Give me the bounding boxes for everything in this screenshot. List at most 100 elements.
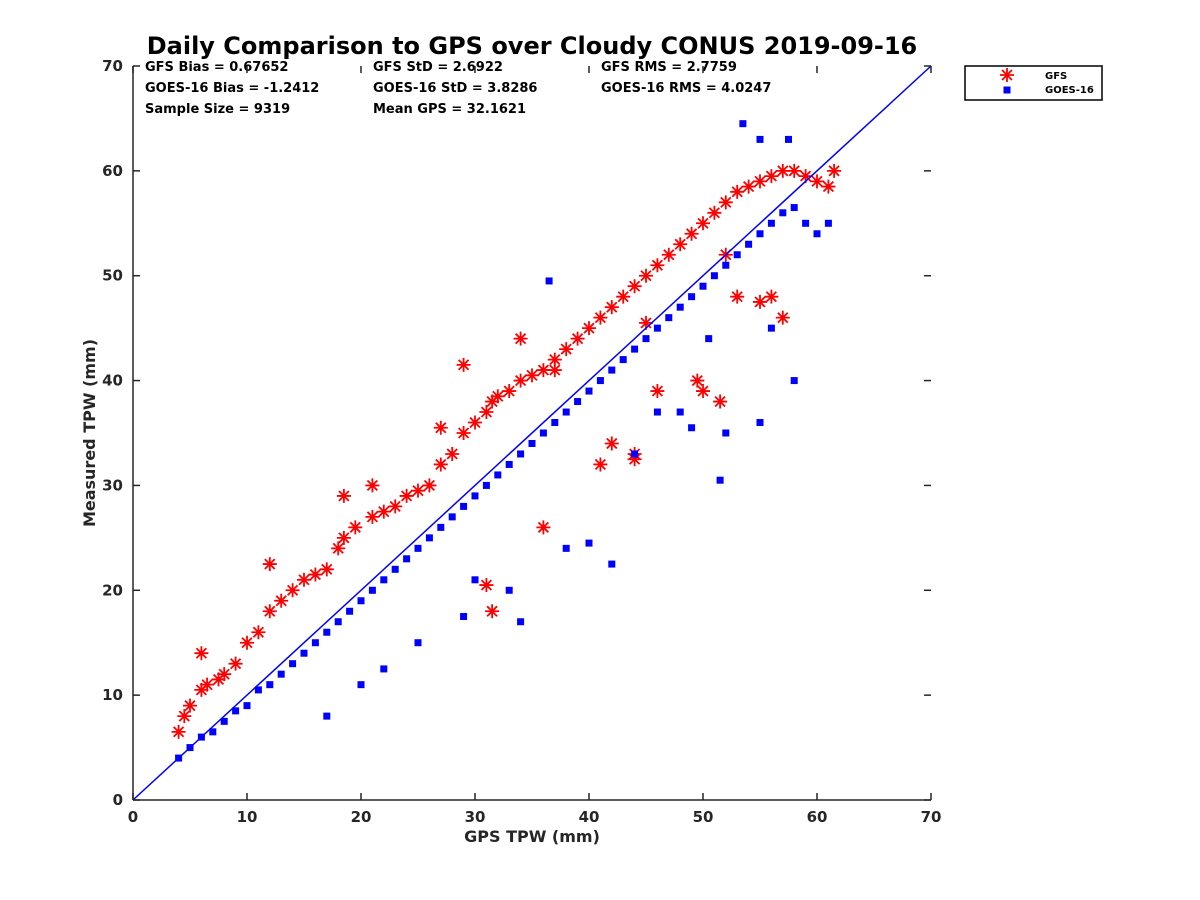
gfs-point (177, 709, 192, 724)
goes16-point (756, 419, 764, 427)
goes16-point (653, 408, 661, 416)
gfs-point (319, 562, 334, 577)
gfs-point (707, 205, 722, 220)
gfs-point (456, 426, 471, 440)
goes16-point (368, 586, 376, 594)
goes16-point (380, 576, 388, 584)
gfs-point (490, 389, 505, 404)
gfs-point (513, 331, 528, 346)
gfs-point (433, 420, 448, 435)
gfs-point (502, 384, 517, 399)
gfs-point (827, 163, 842, 178)
goes16-point (790, 204, 798, 212)
gfs-point (650, 258, 665, 273)
goes16-point (631, 345, 639, 353)
goes16-point (323, 628, 331, 636)
goes16-point (574, 398, 582, 406)
legend-goes16-marker (1003, 86, 1011, 94)
goes16-point (585, 539, 593, 547)
goes16-point (619, 356, 627, 364)
gfs-point (582, 321, 596, 336)
legend-gfs-marker (1000, 68, 1014, 82)
goes16-point (471, 576, 479, 584)
goes16-point (494, 471, 502, 479)
goes16-point (505, 586, 513, 594)
goes16-point (585, 387, 593, 395)
gfs-point (171, 724, 186, 739)
goes16-point (779, 209, 787, 217)
gfs-point (376, 504, 391, 519)
gfs-point (365, 478, 380, 493)
gfs-point (764, 169, 779, 184)
goes16-point (545, 277, 553, 285)
goes16-point (517, 618, 525, 626)
legend: GFS GOES-16 (964, 65, 1103, 101)
goes16-point (739, 120, 747, 128)
gfs-point (821, 179, 836, 194)
goes16-point (414, 544, 422, 552)
goes16-point (437, 523, 445, 531)
goes16-point (539, 429, 547, 437)
gfs-point (775, 163, 790, 178)
gfs-point (285, 583, 300, 598)
goes16-point (767, 219, 775, 227)
gfs-point (485, 394, 500, 409)
gfs-point (604, 436, 619, 451)
gfs-point (593, 457, 608, 472)
x-tick-label: 30 (465, 808, 486, 826)
gfs-point (730, 289, 745, 304)
gfs-point (297, 572, 311, 587)
gfs-point (696, 384, 710, 399)
goes16-point (688, 424, 696, 432)
goes16-point (232, 707, 240, 715)
goes16-point (642, 335, 650, 343)
x-tick-label: 70 (921, 808, 942, 826)
goes16-point (596, 377, 604, 385)
x-axis-label: GPS TPW (mm) (464, 827, 600, 846)
goes16-point (346, 607, 354, 615)
gfs-point (741, 179, 756, 194)
goes16-point (756, 135, 764, 143)
plot-area (132, 65, 932, 801)
gfs-point (399, 488, 414, 503)
goes16-point (756, 230, 764, 238)
gfs-point (308, 567, 323, 582)
goes16-point (254, 686, 262, 694)
x-tick-label: 0 (128, 808, 138, 826)
y-axis-ticks: 0 10 20 30 40 50 60 70 (102, 57, 931, 809)
x-axis-ticks: 0 10 20 30 40 50 60 70 (128, 66, 942, 826)
gfs-point (331, 541, 346, 556)
gfs-point (336, 530, 351, 545)
gfs-point (211, 672, 226, 687)
goes16-point (813, 230, 821, 238)
gfs-point (194, 646, 209, 661)
y-tick-label: 0 (113, 791, 123, 809)
gfs-point (661, 247, 676, 262)
stat-annotation: Mean GPS = 32.1621 (373, 102, 526, 117)
stat-annotation: GFS RMS = 2.7759 (601, 60, 737, 75)
x-tick-label: 50 (693, 808, 714, 826)
gfs-point (513, 373, 528, 388)
gfs-point (228, 656, 243, 671)
y-tick-label: 70 (102, 57, 123, 75)
gfs-point (183, 698, 197, 713)
gfs-point (479, 578, 494, 593)
gfs-point (753, 294, 767, 309)
goes16-point (277, 670, 285, 678)
goes16-point (505, 460, 513, 468)
gfs-point (274, 593, 289, 608)
goes16-point (220, 717, 228, 725)
gfs-point (696, 216, 710, 231)
gfs-point (445, 446, 460, 461)
gfs-point (547, 352, 562, 367)
goes16-point (289, 660, 297, 668)
goes16-point (528, 439, 536, 447)
goes16-point (705, 335, 713, 343)
goes16-point (722, 261, 730, 269)
goes16-point (824, 219, 832, 227)
legend-goes16-label: GOES-16 (1045, 85, 1094, 96)
goes16-point (300, 649, 308, 657)
goes16-point (357, 681, 365, 689)
x-tick-label: 60 (807, 808, 828, 826)
